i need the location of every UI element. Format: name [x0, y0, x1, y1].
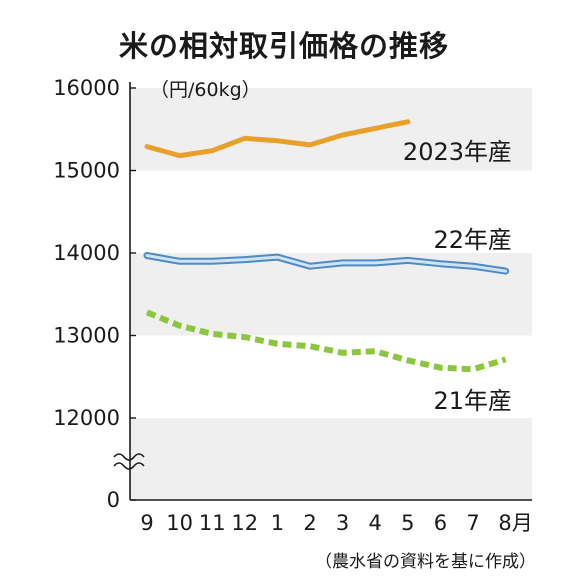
x-tick-label: 6	[434, 511, 447, 535]
x-tick-label: 3	[336, 511, 349, 535]
y-tick-label: 0	[107, 488, 120, 512]
y-tick-label: 14000	[53, 241, 120, 265]
series-label: 21年産	[433, 387, 512, 415]
series-label: 22年産	[433, 226, 512, 254]
x-tick-label: 12	[231, 511, 258, 535]
x-tick-label: 11	[199, 511, 226, 535]
x-tick-label: 8月	[498, 511, 532, 535]
plot-band	[130, 418, 532, 500]
x-tick-label: 10	[166, 511, 193, 535]
plot-band	[130, 88, 532, 171]
axis-break-mark	[113, 453, 145, 470]
y-tick-label: 12000	[53, 406, 120, 430]
x-tick-label: 4	[369, 511, 382, 535]
source-note: （農水省の資料を基に作成）	[315, 552, 536, 572]
series-line-2023	[144, 119, 411, 159]
x-tick-label: 2	[303, 511, 316, 535]
x-tick-label: 1	[271, 511, 284, 535]
series-label: 2023年産	[403, 138, 512, 166]
x-tick-label: 7	[466, 511, 479, 535]
y-tick-label: 15000	[53, 159, 120, 183]
series-line-22	[145, 254, 508, 273]
chart-title: 米の相対取引価格の推移	[119, 29, 449, 63]
series-line-21	[145, 309, 507, 373]
x-tick-label: 5	[401, 511, 414, 535]
y-tick-label: 16000	[53, 76, 120, 100]
y-tick-label: 13000	[53, 324, 120, 348]
unit-label: （円/60kg）	[150, 79, 261, 101]
x-tick-label: 9	[140, 511, 153, 535]
